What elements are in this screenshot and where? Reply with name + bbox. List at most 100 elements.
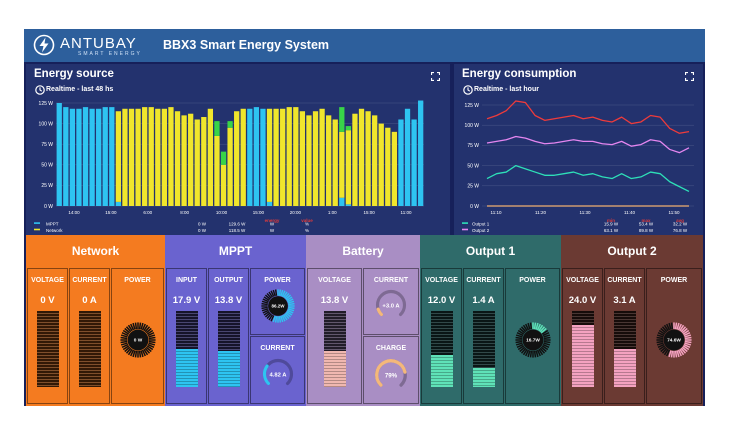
gauge-tick: [119, 340, 127, 344]
bolt-logo-icon: [33, 34, 55, 56]
bar-mppt: [418, 100, 424, 206]
energy-consumption-chart: 0 W 25 W 50 W 75 W 100 W 125 W 11:10 11:20 11:30…: [462, 100, 694, 235]
gauge-tick: [283, 313, 289, 320]
gauge-hub: [663, 329, 685, 351]
gauge-tick: [533, 350, 536, 358]
legend-value: W: [270, 222, 275, 227]
gauge-tick: [120, 342, 128, 346]
energy-source-panel: Energy source Realtime - last 48 hs 0 W 2…: [26, 64, 450, 235]
x-tick-label: 14:00: [68, 210, 80, 215]
bar-battery: [339, 107, 345, 132]
legend-header: min: [607, 218, 615, 223]
gauge-tick: [287, 300, 294, 304]
legend-value: 89.8 W: [639, 228, 654, 233]
x-tick-label: 6:00: [143, 210, 152, 215]
gauge-tick: [267, 291, 273, 298]
gauge-tick: [514, 340, 522, 344]
network-title: Network: [71, 244, 120, 258]
gauge-tick: [274, 289, 277, 296]
gauge-tick: [260, 306, 268, 310]
x-tick-label: 10:00: [216, 210, 228, 215]
output2-power-gauge: 74.6W: [655, 321, 693, 364]
legend-swatch: [462, 228, 468, 231]
bar-network: [372, 115, 378, 206]
gauge-tick: [147, 332, 154, 337]
gauge-tick: [657, 332, 665, 337]
gauge-tick: [526, 350, 531, 358]
bar-network: [181, 115, 187, 206]
energy-consumption-panel: Energy consumption Realtime - last hour …: [454, 64, 703, 235]
bar-mppt: [96, 108, 102, 206]
legend-value: 8.9 W: [640, 234, 653, 235]
gauge-tick: [129, 349, 134, 357]
battery-charge-gauge: 79%: [372, 356, 410, 399]
gauge-tick: [683, 343, 691, 348]
legend-value: 112.3 W: [229, 234, 246, 235]
gauge-tick: [537, 324, 543, 332]
gauge-tick: [542, 342, 550, 346]
output2-power-card: POWER 74.6W: [646, 268, 702, 404]
bar-network: [332, 119, 338, 206]
gauge-tick: [524, 323, 529, 331]
expand-icon[interactable]: [685, 72, 694, 81]
y-tick-label: 25 W: [41, 183, 53, 189]
expand-icon[interactable]: [431, 72, 440, 81]
voltage-label: VOLTAGE: [566, 277, 599, 284]
network-current-card: CURRENT 0 A: [69, 268, 110, 404]
network-power-gauge: 0 W: [119, 321, 157, 364]
gauge-tick: [674, 350, 678, 358]
bar-network: [142, 107, 148, 206]
bar-network: [135, 108, 141, 206]
battery-current-gauge: +3.0 A: [373, 287, 409, 328]
output2-section: Output 2 VOLTAGE 24.0 V CURRENT 3.1 A PO…: [561, 235, 703, 406]
energy-source-title: Energy source: [34, 68, 114, 80]
gauge-tick: [534, 322, 539, 330]
gauge-tick: [120, 334, 128, 338]
gauge-tick: [537, 348, 543, 356]
voltage-label: VOLTAGE: [318, 277, 351, 284]
battery-section: Battery VOLTAGE 13.8 V CURRENT +3.0 A CH…: [306, 235, 420, 406]
gauge-tick: [284, 312, 291, 318]
gauge-tick: [539, 326, 545, 333]
gauge-hub: [522, 329, 543, 351]
gauge-tick: [263, 310, 270, 316]
output1-current-card: CURRENT 1.4 A: [463, 268, 504, 404]
gauge-tick: [285, 310, 292, 316]
gauge-tick: [278, 289, 281, 296]
battery-charge-card: CHARGE 79%: [363, 336, 419, 404]
mppt-output-meter: [217, 311, 240, 387]
bar-network: [234, 111, 240, 206]
gauge-tick: [677, 349, 682, 357]
gauge-tick: [125, 347, 131, 354]
gauge-tick: [533, 322, 536, 330]
y-tick-label: 125 W: [465, 103, 480, 109]
gauge-tick: [147, 342, 155, 346]
gauge-tick: [681, 327, 688, 334]
gauge-tick: [272, 315, 276, 323]
gauge-tick: [522, 348, 528, 356]
gauge-tick: [676, 350, 680, 358]
power-label: POWER: [124, 277, 151, 284]
gauge-tick: [656, 336, 664, 340]
legend-name: Battery Charge: [472, 234, 503, 235]
network-voltage-value: 0 V: [40, 295, 55, 306]
mppt-current-card: CURRENT 4.82 A: [250, 336, 305, 404]
bar-network: [326, 115, 332, 206]
gauge-tick: [131, 322, 136, 330]
gauge-tick: [121, 343, 128, 348]
gauge-tick: [683, 332, 691, 337]
gauge-tick: [284, 294, 291, 300]
gauge-tick: [518, 346, 525, 353]
gauge-tick: [539, 347, 545, 354]
mppt-input-value: 17.9 V: [172, 295, 201, 306]
legend-name: Network: [46, 228, 63, 233]
gauge-tick: [656, 340, 664, 344]
gauge-tick: [656, 342, 664, 346]
gauge-hub: [127, 329, 148, 351]
legend-value: 0 W: [198, 222, 207, 227]
network-voltage-meter: [36, 311, 59, 387]
gauge-tick: [147, 343, 154, 348]
y-tick-label: 100 W: [39, 121, 54, 127]
output1-power-gauge: 16.7W: [514, 321, 552, 364]
gauge-tick: [684, 336, 692, 340]
